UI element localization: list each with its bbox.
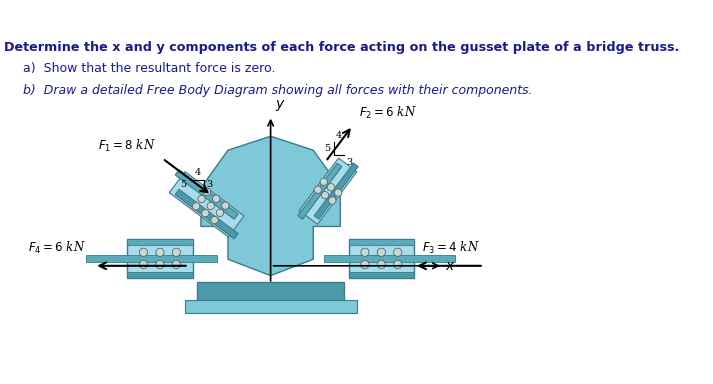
Circle shape (198, 195, 205, 203)
Bar (127, 239, 193, 245)
Polygon shape (298, 163, 342, 219)
Text: $F_3 = 4$ kN: $F_3 = 4$ kN (422, 240, 480, 256)
Polygon shape (175, 189, 238, 239)
Circle shape (202, 209, 209, 217)
Circle shape (327, 184, 334, 191)
Circle shape (394, 248, 402, 257)
Circle shape (329, 197, 336, 204)
Bar (349, 271, 414, 278)
Circle shape (394, 260, 402, 269)
Bar (86, 255, 217, 262)
Circle shape (334, 189, 342, 196)
Circle shape (377, 260, 386, 269)
Bar (324, 255, 455, 262)
Text: 5: 5 (180, 180, 186, 189)
Bar (349, 239, 414, 278)
Bar (127, 271, 193, 278)
Polygon shape (201, 136, 340, 276)
Text: $F_4 = 6$ kN: $F_4 = 6$ kN (29, 240, 86, 256)
Circle shape (140, 248, 148, 257)
Circle shape (320, 178, 327, 185)
Circle shape (156, 260, 164, 269)
Text: 3: 3 (346, 157, 352, 167)
Text: $x$: $x$ (446, 259, 456, 273)
Bar (127, 239, 193, 278)
Circle shape (322, 192, 329, 199)
Text: 5: 5 (324, 144, 331, 153)
Text: Determine the x and y components of each force acting on the gusset plate of a b: Determine the x and y components of each… (4, 41, 679, 54)
Text: $F_2 = 6$ kN: $F_2 = 6$ kN (359, 105, 417, 121)
Text: b)  Draw a detailed Free Body Diagram showing all forces with their components.: b) Draw a detailed Free Body Diagram sho… (23, 84, 533, 97)
Text: 4: 4 (195, 168, 201, 177)
Circle shape (156, 248, 164, 257)
Circle shape (377, 248, 386, 257)
Circle shape (361, 260, 369, 269)
Text: 3: 3 (207, 180, 213, 189)
Text: 4: 4 (336, 131, 342, 139)
Text: $F_1 = 8$ kN: $F_1 = 8$ kN (98, 138, 156, 154)
Polygon shape (299, 158, 357, 224)
Circle shape (212, 195, 220, 202)
Bar (349, 239, 414, 245)
Circle shape (361, 248, 369, 257)
Circle shape (140, 260, 148, 269)
Bar (197, 282, 344, 300)
Polygon shape (169, 172, 244, 237)
Circle shape (216, 209, 224, 217)
Text: a)  Show that the resultant force is zero.: a) Show that the resultant force is zero… (23, 63, 275, 75)
Circle shape (173, 248, 180, 257)
Circle shape (222, 202, 229, 209)
Circle shape (211, 216, 218, 224)
Circle shape (207, 202, 215, 210)
Polygon shape (175, 170, 238, 219)
Circle shape (203, 188, 210, 195)
Circle shape (314, 186, 322, 194)
Circle shape (173, 260, 180, 269)
Circle shape (193, 203, 200, 210)
Text: $y$: $y$ (275, 98, 285, 113)
Bar (185, 300, 356, 313)
Polygon shape (314, 163, 358, 219)
